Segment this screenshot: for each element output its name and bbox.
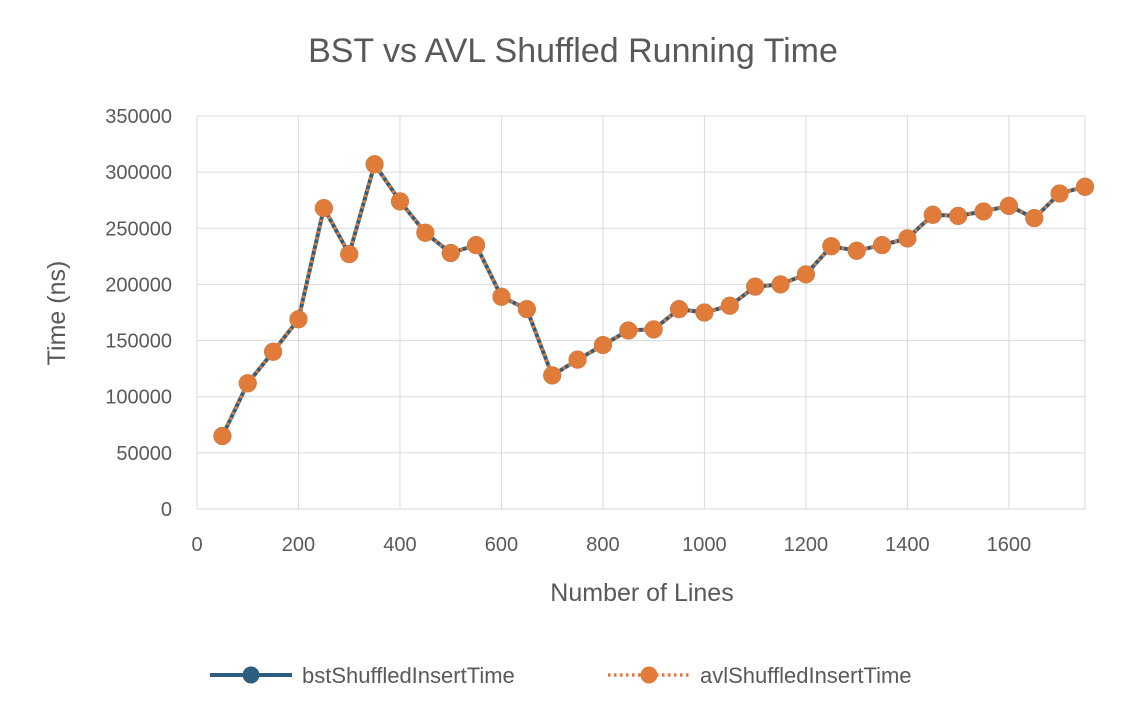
y-tick-label: 200000 [105, 274, 172, 296]
data-point [670, 300, 689, 319]
data-point [619, 321, 638, 340]
y-tick-label: 150000 [105, 331, 172, 353]
grid [196, 115, 1086, 510]
data-point [999, 196, 1018, 215]
x-tick-label: 1000 [682, 534, 727, 556]
series-bstShuffledInsertTime [213, 155, 1094, 446]
y-tick-label: 0 [161, 499, 172, 521]
y-tick-label: 100000 [105, 387, 172, 409]
data-point [264, 342, 283, 361]
data-point [822, 237, 841, 256]
data-point [568, 350, 587, 369]
series-layer [213, 155, 1094, 446]
legend-swatch-marker [640, 666, 658, 684]
data-point [847, 241, 866, 260]
data-point [923, 205, 942, 224]
data-point [492, 287, 511, 306]
data-point [771, 275, 790, 294]
x-axis-ticks: 0 200 400 600 800 1000 1200 1400 1600 [191, 534, 1031, 556]
y-axis-ticks: 0 50000 100000 150000 200000 250000 300000 3500… [105, 106, 172, 521]
y-tick-label: 250000 [105, 218, 172, 240]
x-tick-label: 1600 [987, 534, 1032, 556]
data-point [1076, 177, 1094, 196]
data-point [517, 300, 536, 319]
y-tick-label: 50000 [116, 443, 172, 465]
x-tick-label: 400 [383, 534, 416, 556]
data-point [416, 223, 435, 242]
legend-label: avlShuffledInsertTime [700, 663, 912, 688]
legend-item: bstShuffledInsertTime [210, 663, 515, 688]
series-line [220, 162, 1086, 437]
x-tick-label: 1200 [784, 534, 829, 556]
data-point [213, 427, 232, 446]
chart-title: BST vs AVL Shuffled Running Time [308, 32, 838, 70]
data-point [365, 155, 384, 174]
x-tick-label: 0 [191, 534, 202, 556]
x-tick-label: 1400 [885, 534, 930, 556]
data-point [314, 199, 333, 218]
x-axis-title: Number of Lines [550, 579, 733, 607]
y-tick-label: 300000 [105, 162, 172, 184]
x-tick-label: 600 [485, 534, 518, 556]
data-point [644, 320, 663, 339]
data-point [796, 265, 815, 284]
data-point [695, 303, 714, 322]
data-point [949, 206, 968, 225]
series-line [220, 162, 1086, 437]
data-point [720, 296, 739, 315]
x-tick-label: 200 [282, 534, 315, 556]
data-point [1050, 184, 1069, 203]
data-point [593, 336, 612, 355]
y-axis-title: Time (ns) [43, 261, 71, 366]
y-tick-label: 350000 [105, 106, 172, 128]
legend: bstShuffledInsertTime avlShuffledInsertTi… [210, 663, 912, 688]
data-point [746, 277, 765, 296]
data-point [898, 229, 917, 248]
data-point [340, 245, 359, 264]
data-point [238, 374, 257, 393]
legend-label: bstShuffledInsertTime [302, 663, 515, 688]
legend-item: avlShuffledInsertTime [608, 663, 912, 688]
data-point [289, 310, 308, 329]
data-point [467, 236, 486, 255]
series-avlShuffledInsertTime [213, 155, 1094, 446]
data-point [873, 236, 892, 255]
data-point [441, 243, 460, 262]
data-point [1025, 209, 1044, 228]
legend-swatch-marker [242, 666, 260, 684]
x-tick-label: 800 [586, 534, 619, 556]
data-point [543, 366, 562, 385]
data-point [390, 192, 409, 211]
data-point [974, 202, 993, 221]
